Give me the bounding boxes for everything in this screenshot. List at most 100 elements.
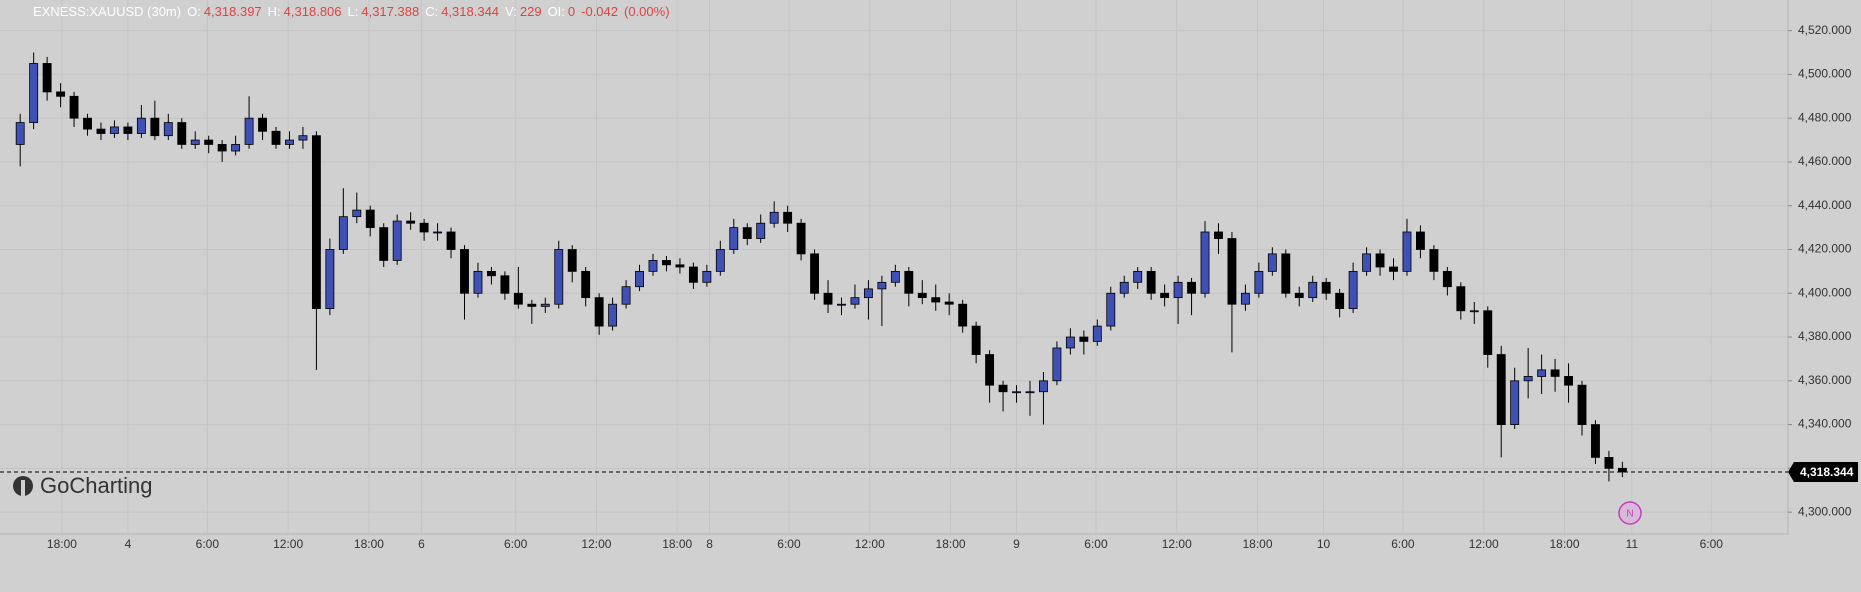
candle-body — [379, 227, 389, 261]
candle-body — [446, 231, 456, 250]
x-tick-label: 6:00 — [777, 537, 801, 551]
candle-body — [621, 286, 631, 305]
candle-body — [1335, 292, 1345, 309]
x-tick-label: 12:00 — [1162, 537, 1192, 551]
quote-label: L: — [347, 4, 359, 19]
candle-body — [769, 211, 779, 224]
candle-body — [1173, 281, 1183, 299]
x-tick-label: 18:00 — [936, 537, 966, 551]
candle-body — [702, 270, 712, 283]
candle-body — [958, 303, 968, 327]
candle-body — [352, 209, 362, 218]
candle-body — [217, 144, 227, 152]
candle-body — [1200, 231, 1210, 294]
quote-label: H: — [267, 4, 281, 19]
candle-body — [985, 354, 995, 386]
x-tick-label: 12:00 — [1469, 537, 1499, 551]
candle-body — [231, 144, 241, 152]
x-tick-label: 12:00 — [855, 537, 885, 551]
candle-body — [1281, 253, 1291, 294]
candle-body — [1617, 467, 1627, 473]
candle-body — [1133, 270, 1143, 283]
candle-body — [204, 139, 214, 145]
candle-body — [662, 260, 671, 266]
candle-body — [742, 227, 752, 239]
logo: GoCharting — [13, 473, 153, 498]
candle-body — [715, 249, 725, 272]
candle-body — [675, 264, 685, 268]
candle-body — [1254, 270, 1264, 294]
candle-body — [567, 249, 577, 272]
candle-body — [365, 209, 375, 229]
candle-body — [1442, 270, 1452, 288]
candle-body — [581, 270, 591, 299]
candle-body — [1065, 336, 1075, 349]
x-tick-label: 9 — [1013, 537, 1020, 551]
candle-body — [527, 303, 537, 307]
candle-body — [433, 231, 443, 234]
candle-body — [42, 63, 52, 93]
candle-body — [863, 288, 873, 299]
candle-body — [796, 222, 806, 255]
candle-body — [1025, 391, 1035, 394]
x-tick-label: 18:00 — [47, 537, 77, 551]
candle-body — [1415, 231, 1425, 250]
candle-body — [688, 266, 698, 283]
candle-body — [971, 325, 981, 355]
candle-body — [998, 384, 1008, 393]
candle-body — [150, 117, 160, 137]
logo-icon — [21, 480, 25, 496]
quote-label: V: — [505, 4, 517, 19]
candle-body — [1240, 292, 1250, 305]
candle-body — [608, 303, 618, 327]
candle-body — [810, 253, 820, 294]
candle-body — [460, 249, 469, 294]
x-tick-label: 6 — [418, 537, 425, 551]
y-tick-label: 4,380.000 — [1798, 329, 1852, 343]
candle-body — [338, 216, 348, 250]
candle-body — [1429, 249, 1439, 272]
quote-value: 4,317.388 — [361, 4, 420, 19]
candle-body — [1564, 376, 1573, 386]
x-tick-label: 6:00 — [1391, 537, 1415, 551]
x-tick-label: 18:00 — [1549, 537, 1579, 551]
candle-body — [1294, 292, 1304, 299]
candle-body — [1550, 369, 1560, 377]
news-marker-label[interactable]: N — [1626, 509, 1633, 520]
candle-body — [1389, 266, 1398, 272]
candle-body — [635, 270, 644, 288]
x-tick-label: 18:00 — [1243, 537, 1273, 551]
candle-body — [1591, 424, 1600, 458]
change-percent: (0.00%) — [624, 4, 670, 19]
candle-body — [904, 270, 914, 294]
candle-body — [1375, 253, 1385, 268]
x-tick-label: 6:00 — [1700, 537, 1724, 551]
candle-body — [783, 211, 793, 224]
candle-body — [594, 297, 604, 327]
x-tick-label: 12:00 — [273, 537, 303, 551]
candle-body — [1577, 384, 1587, 425]
candle-body — [540, 303, 550, 307]
candle-body — [554, 249, 564, 305]
quote-value: 4,318.344 — [441, 4, 500, 19]
y-tick-label: 4,520.000 — [1798, 23, 1852, 37]
y-tick-label: 4,400.000 — [1798, 285, 1852, 299]
candle-body — [1308, 281, 1318, 299]
last-price-label: 4,318.344 — [1800, 465, 1854, 479]
change: -0.042 — [581, 4, 619, 19]
quote-value: 0 — [567, 4, 576, 19]
quote-label: O: — [187, 4, 201, 19]
x-tick-label: 4 — [125, 537, 132, 551]
y-tick-label: 4,460.000 — [1798, 154, 1852, 168]
quote: L: 4,317.388 — [348, 4, 420, 19]
candle-body — [473, 270, 483, 294]
candle-body — [271, 130, 281, 145]
candle-body — [1012, 391, 1021, 394]
candle-body — [944, 301, 954, 305]
quote-value: 229 — [519, 4, 542, 19]
candle-body — [190, 139, 200, 145]
y-tick-label: 4,360.000 — [1798, 373, 1852, 387]
candle-body — [110, 126, 119, 134]
news-marker[interactable] — [1618, 501, 1642, 525]
